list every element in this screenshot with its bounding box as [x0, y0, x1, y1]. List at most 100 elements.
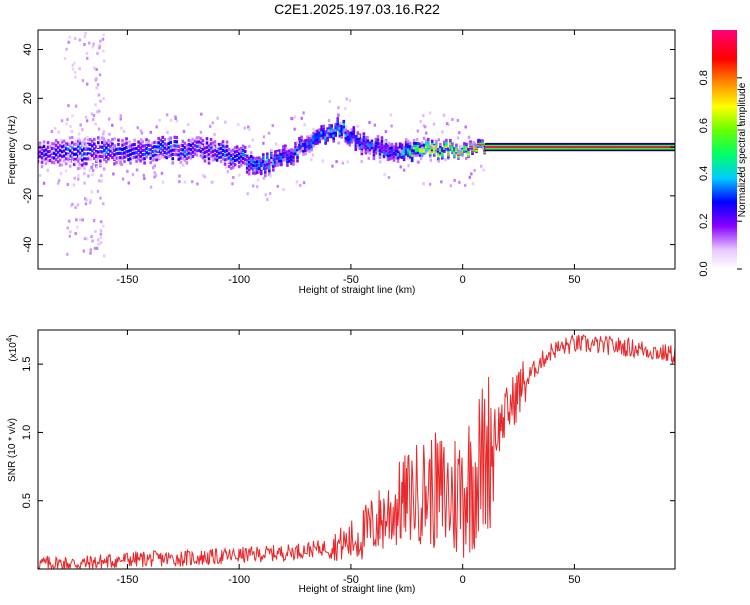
spectrogram-cell [209, 154, 213, 159]
spectrogram-cell [177, 144, 181, 148]
spectrogram-cell [151, 141, 154, 145]
spectrogram-cell [324, 133, 327, 137]
spectrogram-cell [129, 161, 132, 165]
spectrogram-cell [551, 142, 555, 147]
spectrogram-cell [94, 151, 97, 155]
spectrogram-cell [99, 241, 103, 245]
spectrogram-cell [74, 75, 77, 79]
spectrogram-cell [166, 130, 169, 134]
spectrogram-cell [386, 151, 390, 155]
spectrogram-cell [332, 134, 336, 138]
spectrogram-cell [213, 132, 216, 136]
spectrogram-cell [56, 145, 60, 150]
spectrogram-cell [139, 150, 142, 154]
spectrogram-cell [344, 139, 348, 143]
spectrogram-cell [231, 148, 235, 152]
spectrogram-cell [83, 141, 86, 145]
spectrogram-cell [76, 203, 80, 207]
spectrogram-cell [97, 93, 101, 97]
spectrogram-cell [428, 111, 432, 115]
spectrogram-cell [189, 147, 193, 152]
spectrogram-cell [92, 117, 95, 121]
spectrogram-cell [549, 142, 553, 147]
spectrogram-cell [113, 157, 117, 161]
spectrogram-cell [630, 142, 633, 147]
spectrogram-cell [290, 148, 293, 152]
spectrogram-cell [257, 166, 261, 171]
spectrogram-cell [392, 148, 396, 152]
spectrogram-cell [171, 157, 175, 161]
spectrogram-cell [274, 157, 277, 161]
spectrogram-cell [68, 164, 72, 168]
spectrogram-cell [471, 142, 474, 146]
spectrogram-cell [328, 132, 331, 136]
spectrogram-cell [174, 117, 177, 121]
spectrogram-cell [591, 142, 595, 147]
spectrogram-cell [71, 67, 75, 71]
spectrogram-cell [137, 148, 140, 153]
spectrogram-cell [354, 135, 358, 139]
spectrogram-cell [67, 104, 70, 108]
spectrogram-cell [356, 124, 360, 128]
spectrogram-cell [113, 153, 116, 157]
spectrogram-cell [58, 144, 62, 148]
spectrogram-cell [356, 144, 360, 148]
spectrogram-cell [394, 152, 398, 157]
spectrogram-cell [267, 131, 271, 135]
spectrogram-cell [352, 132, 356, 136]
spectrogram-cell [352, 126, 356, 130]
spectrogram-cell [88, 41, 91, 45]
spectrogram-cell [412, 143, 416, 148]
spectrogram-cell [248, 144, 251, 148]
spectrogram-cell [66, 157, 70, 161]
spectrogram-cell [99, 236, 103, 240]
colorbar-tick-label: 0.0 [698, 261, 710, 276]
spectrogram-cell [243, 126, 246, 130]
spectrogram-cell [503, 142, 506, 147]
spectrogram-cell [430, 139, 434, 143]
spectrogram-cell [342, 122, 346, 126]
spectrogram-cell [302, 152, 305, 156]
y-tick-label: 0.5 [21, 493, 33, 508]
spectrogram-cell [64, 144, 67, 148]
spectrogram-cell [191, 154, 195, 159]
spectrogram-cell [282, 148, 285, 152]
spectrogram-cell [83, 166, 86, 170]
spectrogram-cell [241, 148, 245, 152]
spectrogram-cell [422, 151, 426, 155]
spectrogram-cell [458, 131, 461, 135]
spectrogram-cell [95, 165, 98, 169]
spectrogram-cell [99, 159, 102, 163]
spectrogram-cell [147, 143, 150, 147]
spectrogram-cell [88, 168, 91, 172]
spectrogram-cell [304, 151, 307, 156]
spectrogram-cell [302, 181, 306, 185]
spectrogram-cell [112, 172, 115, 176]
spectrogram-cell [163, 146, 167, 150]
spectrogram-cell [407, 164, 410, 168]
spectrogram-cell [83, 181, 86, 185]
spectrogram-cell [157, 145, 160, 149]
spectrogram-cell [239, 155, 243, 159]
spectrogram-cell [420, 141, 424, 145]
spectrogram-frame [37, 29, 676, 270]
snr-plot-area [37, 333, 676, 571]
spectrogram-cell [50, 130, 54, 134]
spectrogram-cell [187, 147, 191, 151]
spectrogram-cell [60, 150, 64, 154]
spectrogram-cell [66, 147, 70, 151]
spectrogram-cell [183, 141, 187, 145]
spectrogram-cell [82, 157, 86, 161]
spectrogram-cell [628, 142, 631, 147]
spectrogram-cell [652, 142, 655, 147]
spectrogram-cell [207, 148, 211, 152]
spectrogram-cell [40, 160, 44, 164]
spectrogram-cell [225, 157, 229, 161]
spectrogram-cell [410, 148, 414, 152]
spectrogram-cell [338, 129, 342, 133]
spectrogram-cell [91, 139, 94, 143]
spectrogram-cell [201, 173, 205, 177]
spectrogram-cell [207, 161, 211, 165]
spectrogram-cell [201, 139, 205, 143]
spectrogram-cell [505, 142, 508, 147]
